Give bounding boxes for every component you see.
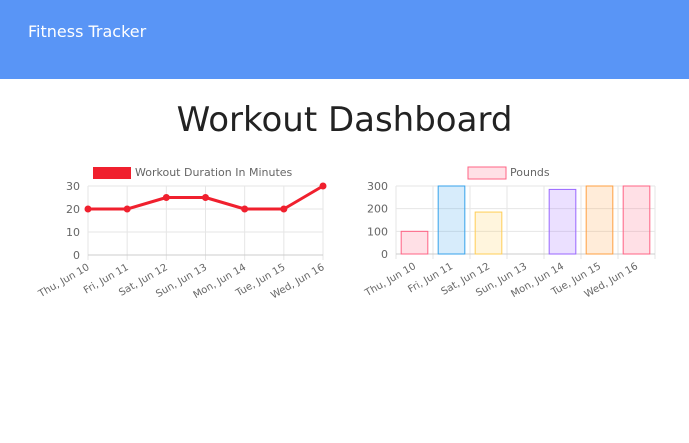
bar bbox=[585, 185, 614, 255]
y-tick-label: 0 bbox=[381, 248, 388, 261]
y-tick-label: 300 bbox=[367, 180, 388, 193]
legend-swatch bbox=[467, 166, 507, 180]
y-tick-label: 20 bbox=[66, 203, 80, 216]
data-point bbox=[319, 182, 327, 190]
legend-label: Workout Duration In Minutes bbox=[135, 166, 293, 179]
y-tick-label: 30 bbox=[66, 180, 80, 193]
data-point bbox=[280, 205, 288, 213]
bar bbox=[474, 211, 503, 255]
y-tick-label: 10 bbox=[66, 226, 80, 239]
bar bbox=[548, 188, 577, 255]
data-point bbox=[162, 194, 170, 201]
bar bbox=[622, 185, 651, 255]
data-point bbox=[123, 205, 131, 213]
legend-swatch bbox=[93, 167, 131, 179]
data-point bbox=[202, 194, 209, 201]
y-tick-label: 0 bbox=[73, 249, 80, 262]
x-tick-label: Thu, Jun 10 bbox=[36, 262, 91, 300]
y-tick-label: 200 bbox=[367, 203, 388, 216]
data-point bbox=[84, 205, 92, 213]
legend-label: Pounds bbox=[510, 166, 550, 179]
data-point bbox=[241, 205, 249, 213]
y-tick-label: 100 bbox=[367, 225, 388, 238]
navbar: Fitness Tracker bbox=[0, 0, 689, 79]
bar bbox=[437, 185, 466, 255]
brand-link[interactable]: Fitness Tracker bbox=[28, 22, 147, 41]
page-title: Workout Dashboard bbox=[176, 100, 513, 140]
bar bbox=[400, 230, 429, 255]
